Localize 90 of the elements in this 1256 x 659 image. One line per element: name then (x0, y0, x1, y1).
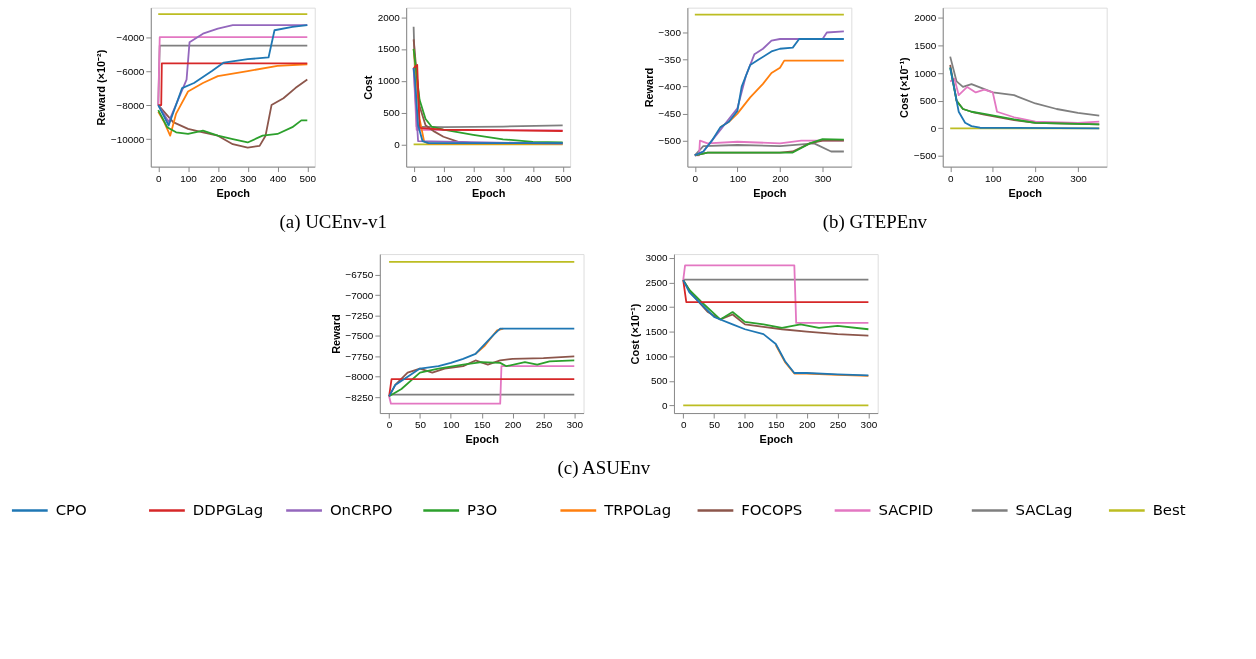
x-tick-label: 200 (504, 419, 522, 431)
x-tick-label: 200 (465, 173, 483, 185)
y-tick-label: −450 (658, 108, 682, 120)
legend-label: CPO (55, 501, 87, 520)
y-axis-title: Reward (329, 314, 342, 354)
y-tick-label: −8250 (345, 391, 374, 403)
x-axis-title: Epoch (465, 433, 499, 446)
y-tick-label: 0 (394, 138, 401, 150)
y-tick-label: 1500 (914, 40, 937, 52)
x-tick-label: 100 (435, 173, 453, 185)
y-tick-label: −4000 (116, 31, 145, 43)
x-tick-label: 150 (768, 419, 786, 431)
y-tick-label: 1000 (645, 350, 668, 362)
y-tick-label: 1500 (645, 326, 668, 338)
y-tick-label: −500 (913, 150, 937, 162)
x-tick-label: 0 (411, 173, 418, 185)
x-tick-label: 200 (772, 173, 790, 185)
x-tick-label: 300 (239, 173, 257, 185)
x-tick-label: 50 (709, 419, 721, 431)
x-tick-label: 300 (495, 173, 513, 185)
x-axis-title: Epoch (471, 186, 506, 199)
x-tick-label: 0 (947, 173, 954, 185)
y-tick-label: 2500 (645, 277, 668, 289)
x-axis-title: Epoch (759, 433, 793, 446)
y-tick-label: −6750 (345, 269, 374, 281)
x-tick-label: 400 (525, 173, 543, 185)
x-tick-label: 250 (535, 419, 553, 431)
x-tick-label: 300 (814, 173, 832, 185)
y-tick-label: 500 (919, 95, 937, 107)
y-tick-label: 1000 (377, 75, 401, 87)
x-tick-label: 0 (155, 173, 162, 185)
legend-label: SACLag (1015, 501, 1073, 520)
legend-label: OnCRPO (329, 501, 393, 520)
y-tick-label: 0 (930, 122, 937, 134)
y-tick-label: −10000 (110, 133, 145, 145)
x-tick-label: 500 (554, 173, 572, 185)
y-tick-label: −300 (658, 26, 682, 38)
x-tick-label: 300 (566, 419, 584, 431)
text: (a) UCEnv-v1 (279, 210, 387, 233)
legend-label: Best (1152, 501, 1186, 520)
x-tick-label: 50 (414, 419, 427, 431)
y-axis-title: Reward (642, 67, 655, 108)
x-tick-label: 200 (798, 419, 816, 431)
y-tick-label: 1000 (914, 67, 937, 79)
y-axis-title: Cost (×10⁻¹) (897, 56, 910, 118)
x-tick-label: 250 (829, 419, 847, 431)
x-tick-label: 100 (180, 173, 198, 185)
x-tick-label: 200 (210, 173, 228, 185)
x-axis-title: Epoch (1008, 186, 1042, 199)
y-tick-label: −8000 (345, 371, 374, 383)
x-tick-label: 0 (692, 173, 699, 185)
y-tick-label: 2000 (914, 12, 937, 24)
x-tick-label: 150 (473, 419, 491, 431)
x-tick-label: 100 (737, 419, 755, 431)
y-tick-label: −7500 (345, 330, 374, 342)
y-tick-label: 3000 (645, 252, 668, 264)
y-tick-label: −7000 (345, 289, 374, 301)
y-axis-title: Cost (361, 75, 374, 100)
x-tick-label: 100 (985, 173, 1003, 185)
y-axis-title: Reward (×10⁻²) (94, 49, 107, 126)
y-tick-label: −8000 (116, 99, 145, 111)
y-tick-label: −7750 (345, 350, 374, 362)
x-axis-title: Epoch (216, 186, 250, 199)
legend-label: DDPGLag (192, 501, 264, 520)
x-tick-label: 100 (443, 419, 461, 431)
y-tick-label: 1500 (377, 43, 401, 55)
y-tick-label: 0 (661, 399, 668, 411)
y-tick-label: −400 (658, 81, 682, 93)
x-axis-title: Epoch (753, 186, 787, 199)
y-tick-label: 2000 (377, 11, 401, 23)
x-tick-label: 500 (299, 173, 317, 185)
legend-label: SACPID (878, 501, 934, 520)
x-tick-label: 200 (1027, 173, 1045, 185)
x-tick-label: 400 (269, 173, 287, 185)
y-tick-label: −500 (658, 135, 682, 147)
legend-label: P3O (467, 501, 498, 520)
y-tick-label: 500 (650, 375, 668, 387)
x-tick-label: 300 (860, 419, 878, 431)
legend-label: TRPOLag (603, 501, 672, 520)
x-tick-label: 100 (729, 173, 747, 185)
legend-label: FOCOPS (741, 501, 803, 520)
y-tick-label: −7250 (345, 310, 374, 322)
y-tick-label: −350 (658, 54, 682, 66)
text: (c) ASUEnv (557, 457, 651, 480)
y-axis-title: Cost (×10⁻¹) (629, 303, 642, 365)
x-tick-label: 300 (1070, 173, 1088, 185)
text: (b) GTEPEnv (822, 210, 928, 233)
y-tick-label: 2000 (645, 301, 668, 313)
y-tick-label: 500 (383, 107, 401, 119)
y-tick-label: −6000 (116, 65, 145, 77)
